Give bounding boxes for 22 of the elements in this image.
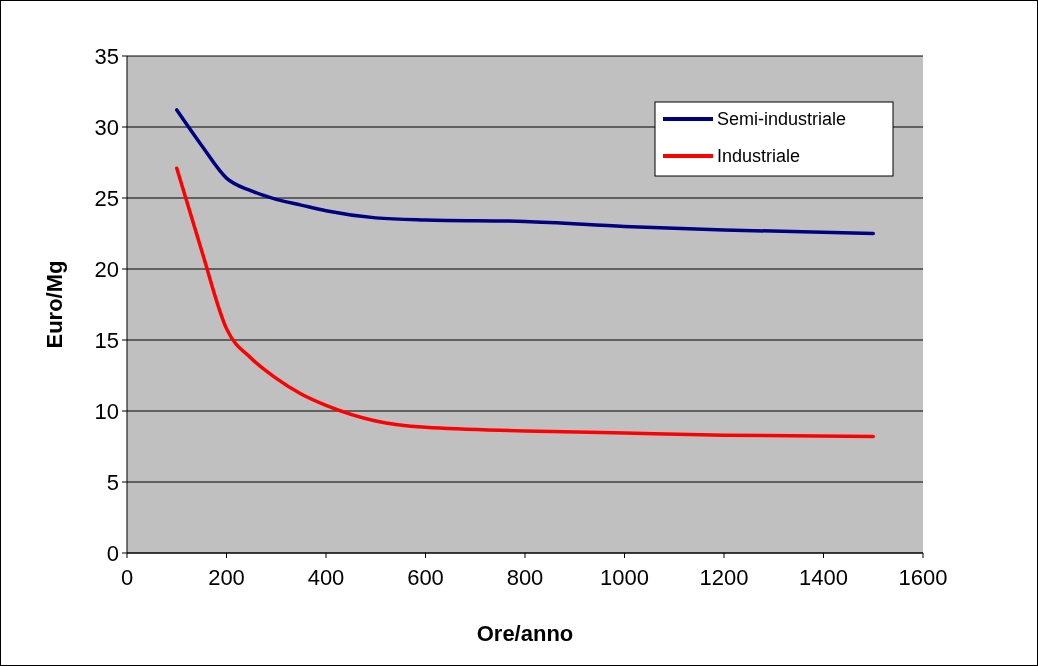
y-tick-label: 25 — [94, 185, 119, 211]
y-axis-title: Euro/Mg — [42, 260, 67, 349]
x-tick-label: 1000 — [600, 565, 649, 590]
x-tick-label: 1200 — [699, 565, 749, 590]
legend-label: Semi-industriale — [717, 109, 847, 130]
y-tick-label: 10 — [94, 398, 119, 424]
x-tick-label: 200 — [208, 565, 245, 590]
x-tick-label: 600 — [407, 565, 444, 590]
legend-label: Industriale — [717, 146, 801, 167]
x-axis-title: Ore/anno — [476, 621, 574, 646]
y-tick-label: 15 — [94, 327, 119, 353]
line-series — [175, 166, 875, 439]
y-tick-label: 5 — [106, 469, 119, 495]
y-tick-label: 0 — [106, 540, 119, 566]
y-tick-label: 35 — [94, 43, 119, 69]
x-tick-label: 1400 — [799, 565, 848, 590]
y-tick-label: 30 — [94, 114, 119, 140]
line-series — [175, 108, 875, 236]
y-tick-label: 20 — [94, 256, 119, 282]
x-tick-label: 400 — [307, 565, 345, 590]
x-tick-label: 800 — [506, 565, 544, 590]
x-tick-label: 1600 — [898, 565, 948, 590]
